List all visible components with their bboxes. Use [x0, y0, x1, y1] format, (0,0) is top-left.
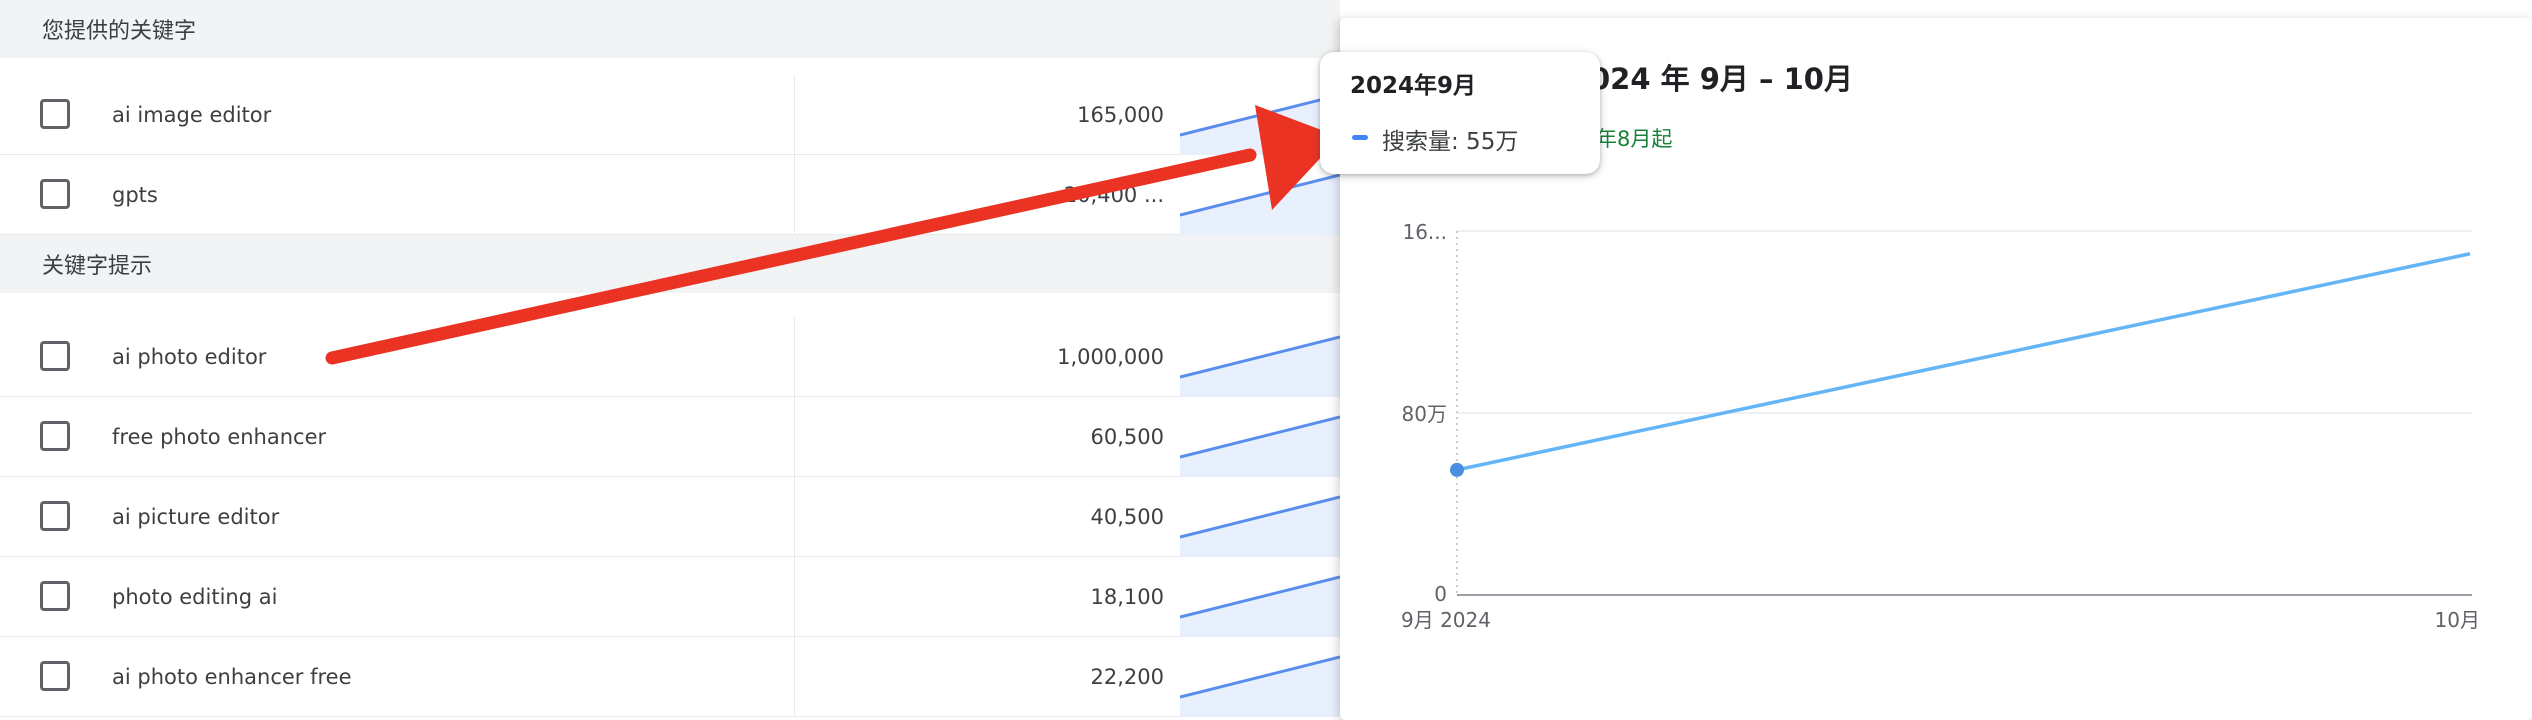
keyword-text: free photo enhancer	[112, 425, 327, 449]
row-checkbox[interactable]	[40, 179, 70, 209]
chart-tooltip: 2024年9月 搜索量: 55万	[1320, 52, 1600, 174]
search-volume: 18,100	[1090, 585, 1164, 609]
trend-popup-card: 024 年 9月 – 10月 年8月起 0 80万 16... 9月 2024 10月	[1340, 18, 2532, 720]
search-volume: 40,500	[1090, 505, 1164, 529]
popup-subtitle: 年8月起	[1596, 127, 1673, 151]
column-divider	[794, 317, 795, 397]
x-tick-label: 10月	[2435, 608, 2480, 632]
chart-grid	[1456, 230, 2472, 596]
section-header-suggestions: 关键字提示	[0, 235, 1340, 293]
sparkline	[1180, 495, 1340, 557]
column-divider	[794, 397, 795, 477]
data-point[interactable]	[1450, 462, 1464, 477]
section-header-provided: 您提供的关键字	[0, 0, 1340, 58]
chart-series	[1450, 252, 2471, 477]
table-row[interactable]: gpts 20,400 ...	[0, 155, 1340, 235]
keyword-text: ai photo editor	[112, 345, 267, 369]
trend-chart: 0 80万 16... 9月 2024 10月	[1401, 220, 2480, 632]
tooltip-series-value: 搜索量: 55万	[1382, 129, 1519, 155]
y-tick-label: 0	[1434, 582, 1447, 606]
search-volume: 1,000,000	[1057, 345, 1164, 369]
row-checkbox[interactable]	[40, 421, 70, 451]
x-tick-label: 9月 2024	[1401, 608, 1491, 632]
keyword-text: gpts	[112, 183, 158, 207]
sparkline	[1180, 575, 1340, 637]
y-tick-label: 16...	[1402, 220, 1447, 244]
column-divider	[794, 557, 795, 637]
row-checkbox[interactable]	[40, 581, 70, 611]
series-swatch	[1352, 135, 1368, 140]
column-divider	[794, 637, 795, 717]
keyword-text: ai photo enhancer free	[112, 665, 352, 689]
sparkline	[1180, 655, 1340, 717]
x-axis-labels: 9月 2024 10月	[1401, 608, 2480, 632]
table-row[interactable]: ai photo enhancer free 22,200	[0, 637, 1340, 717]
keyword-table: 您提供的关键字 ai image editor 165,000 gpts 20,…	[0, 0, 1340, 717]
search-volume: 165,000	[1077, 103, 1164, 127]
column-divider	[794, 155, 795, 235]
keyword-text: ai picture editor	[112, 505, 280, 529]
table-row[interactable]: ai photo editor 1,000,000	[0, 317, 1340, 397]
table-row[interactable]: free photo enhancer 60,500	[0, 397, 1340, 477]
sparkline	[1180, 173, 1340, 235]
column-divider	[794, 477, 795, 557]
section-header-provided-label: 您提供的关键字	[42, 19, 197, 44]
search-volume: 22,200	[1090, 665, 1164, 689]
search-volume: 60,500	[1090, 425, 1164, 449]
table-row[interactable]: photo editing ai 18,100	[0, 557, 1340, 637]
keyword-text: ai image editor	[112, 103, 272, 127]
row-checkbox[interactable]	[40, 341, 70, 371]
series-line	[1456, 252, 2471, 472]
column-divider	[794, 75, 795, 155]
sparkline	[1180, 415, 1340, 477]
tooltip-title: 2024年9月	[1350, 73, 1477, 99]
sparkline	[1180, 335, 1340, 397]
table-row[interactable]: ai picture editor 40,500	[0, 477, 1340, 557]
popup-title: 024 年 9月 – 10月	[1590, 62, 1853, 96]
row-checkbox[interactable]	[40, 501, 70, 531]
row-checkbox[interactable]	[40, 99, 70, 129]
row-checkbox[interactable]	[40, 661, 70, 691]
sparkline	[1180, 93, 1340, 155]
search-volume: 20,400 ...	[1063, 183, 1164, 207]
keyword-text: photo editing ai	[112, 585, 278, 609]
section-header-suggestions-label: 关键字提示	[42, 254, 153, 279]
table-row[interactable]: ai image editor 165,000	[0, 75, 1340, 155]
y-axis-labels: 0 80万 16...	[1402, 220, 1447, 606]
y-tick-label: 80万	[1402, 402, 1447, 426]
